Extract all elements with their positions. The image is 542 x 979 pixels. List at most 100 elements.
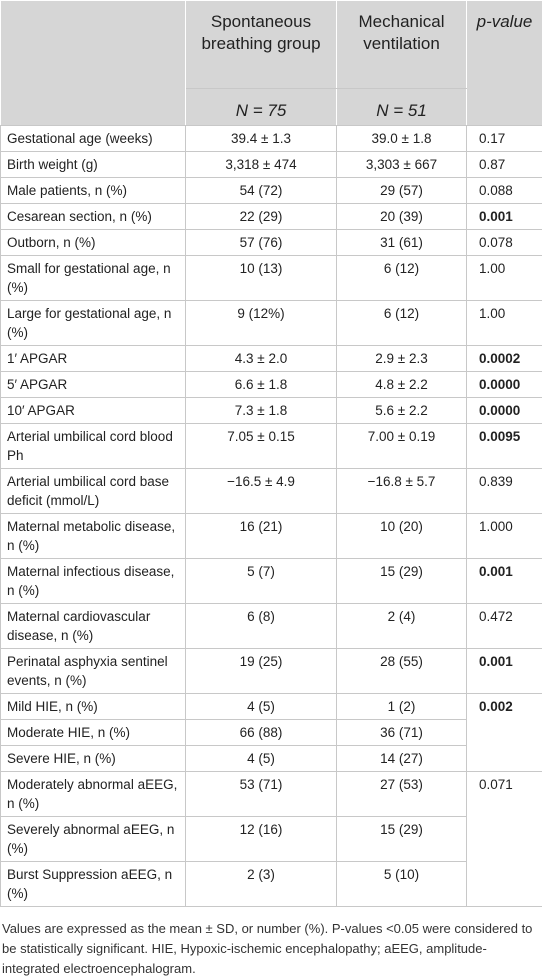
row-label: Burst Suppression aEEG, n (%) <box>1 862 186 907</box>
p-value-cell: 0.17 <box>467 126 542 152</box>
table-row: Maternal infectious disease, n (%)5 (7)1… <box>1 559 542 604</box>
table-row: Moderate HIE, n (%)66 (88)36 (71) <box>1 720 542 746</box>
row-label: Gestational age (weeks) <box>1 126 186 152</box>
value-cell: 12 (16) <box>186 817 337 862</box>
row-label: Outborn, n (%) <box>1 230 186 256</box>
p-value-cell: 0.002 <box>467 694 542 772</box>
table-row: Severely abnormal aEEG, n (%)12 (16)15 (… <box>1 817 542 862</box>
row-label: 1′ APGAR <box>1 346 186 372</box>
header-row: Spontaneous breathing group Mechanical v… <box>1 1 542 89</box>
p-value-cell: 1.00 <box>467 256 542 301</box>
p-value-cell: 0.078 <box>467 230 542 256</box>
value-cell: 27 (53) <box>337 772 467 817</box>
value-cell: 4 (5) <box>186 694 337 720</box>
row-label: Severe HIE, n (%) <box>1 746 186 772</box>
value-cell: 7.05 ± 0.15 <box>186 424 337 469</box>
value-cell: 29 (57) <box>337 178 467 204</box>
value-cell: 5.6 ± 2.2 <box>337 398 467 424</box>
p-value-cell: 1.000 <box>467 514 542 559</box>
header-cell: Mechanical ventilation <box>337 1 467 89</box>
p-value-cell: 0.839 <box>467 469 542 514</box>
value-cell: 7.3 ± 1.8 <box>186 398 337 424</box>
header-n: N = 75 <box>186 89 337 126</box>
row-label: Cesarean section, n (%) <box>1 204 186 230</box>
p-value-cell: 0.472 <box>467 604 542 649</box>
value-cell: 22 (29) <box>186 204 337 230</box>
row-label: Birth weight (g) <box>1 152 186 178</box>
value-cell: 57 (76) <box>186 230 337 256</box>
value-cell: 14 (27) <box>337 746 467 772</box>
data-table: Spontaneous breathing group Mechanical v… <box>0 0 542 907</box>
p-value-cell: 0.0002 <box>467 346 542 372</box>
p-value-cell: 0.0095 <box>467 424 542 469</box>
value-cell: 10 (20) <box>337 514 467 559</box>
table-row: Large for gestational age, n (%)9 (12%)6… <box>1 301 542 346</box>
table-head: Spontaneous breathing group Mechanical v… <box>1 1 542 126</box>
value-cell: 28 (55) <box>337 649 467 694</box>
value-cell: 4 (5) <box>186 746 337 772</box>
table-row: Maternal metabolic disease, n (%)16 (21)… <box>1 514 542 559</box>
p-value-cell: 0.0000 <box>467 372 542 398</box>
row-label: Small for gestational age, n (%) <box>1 256 186 301</box>
header-cell: Spontaneous breathing group <box>186 1 337 89</box>
table-row: Moderately abnormal aEEG, n (%)53 (71)27… <box>1 772 542 817</box>
header-cell: p-value <box>467 1 542 126</box>
value-cell: 1 (2) <box>337 694 467 720</box>
table-row: Maternal cardiovascular disease, n (%)6 … <box>1 604 542 649</box>
value-cell: 39.0 ± 1.8 <box>337 126 467 152</box>
table-row: Mild HIE, n (%)4 (5)1 (2)0.002 <box>1 694 542 720</box>
value-cell: 54 (72) <box>186 178 337 204</box>
value-cell: 16 (21) <box>186 514 337 559</box>
value-cell: 39.4 ± 1.3 <box>186 126 337 152</box>
value-cell: 5 (10) <box>337 862 467 907</box>
row-label: Moderately abnormal aEEG, n (%) <box>1 772 186 817</box>
value-cell: 31 (61) <box>337 230 467 256</box>
row-label: Male patients, n (%) <box>1 178 186 204</box>
row-label: Maternal cardiovascular disease, n (%) <box>1 604 186 649</box>
value-cell: 2 (4) <box>337 604 467 649</box>
row-label: Arterial umbilical cord base deficit (mm… <box>1 469 186 514</box>
value-cell: 4.8 ± 2.2 <box>337 372 467 398</box>
p-value-cell: 0.0000 <box>467 398 542 424</box>
value-cell: 3,303 ± 667 <box>337 152 467 178</box>
value-cell: 19 (25) <box>186 649 337 694</box>
value-cell: 2 (3) <box>186 862 337 907</box>
value-cell: 7.00 ± 0.19 <box>337 424 467 469</box>
value-cell: 9 (12%) <box>186 301 337 346</box>
table-row: Perinatal asphyxia sentinel events, n (%… <box>1 649 542 694</box>
row-label: Perinatal asphyxia sentinel events, n (%… <box>1 649 186 694</box>
value-cell: 6 (8) <box>186 604 337 649</box>
value-cell: 5 (7) <box>186 559 337 604</box>
value-cell: 6 (12) <box>337 256 467 301</box>
header-blank <box>1 1 186 126</box>
p-value-cell: 0.001 <box>467 204 542 230</box>
table-row: Arterial umbilical cord base deficit (mm… <box>1 469 542 514</box>
table-row: Male patients, n (%)54 (72)29 (57)0.088 <box>1 178 542 204</box>
row-label: 5′ APGAR <box>1 372 186 398</box>
value-cell: 36 (71) <box>337 720 467 746</box>
value-cell: −16.8 ± 5.7 <box>337 469 467 514</box>
value-cell: −16.5 ± 4.9 <box>186 469 337 514</box>
table-row: Outborn, n (%)57 (76)31 (61)0.078 <box>1 230 542 256</box>
table-row: Burst Suppression aEEG, n (%)2 (3)5 (10) <box>1 862 542 907</box>
p-value-cell: 0.001 <box>467 559 542 604</box>
p-value-cell: 1.00 <box>467 301 542 346</box>
value-cell: 20 (39) <box>337 204 467 230</box>
value-cell: 3,318 ± 474 <box>186 152 337 178</box>
p-value-cell: 0.071 <box>467 772 542 907</box>
row-label: Severely abnormal aEEG, n (%) <box>1 817 186 862</box>
value-cell: 6.6 ± 1.8 <box>186 372 337 398</box>
value-cell: 2.9 ± 2.3 <box>337 346 467 372</box>
value-cell: 66 (88) <box>186 720 337 746</box>
row-label: Large for gestational age, n (%) <box>1 301 186 346</box>
row-label: Moderate HIE, n (%) <box>1 720 186 746</box>
row-label: Maternal infectious disease, n (%) <box>1 559 186 604</box>
table-row: Severe HIE, n (%)4 (5)14 (27) <box>1 746 542 772</box>
